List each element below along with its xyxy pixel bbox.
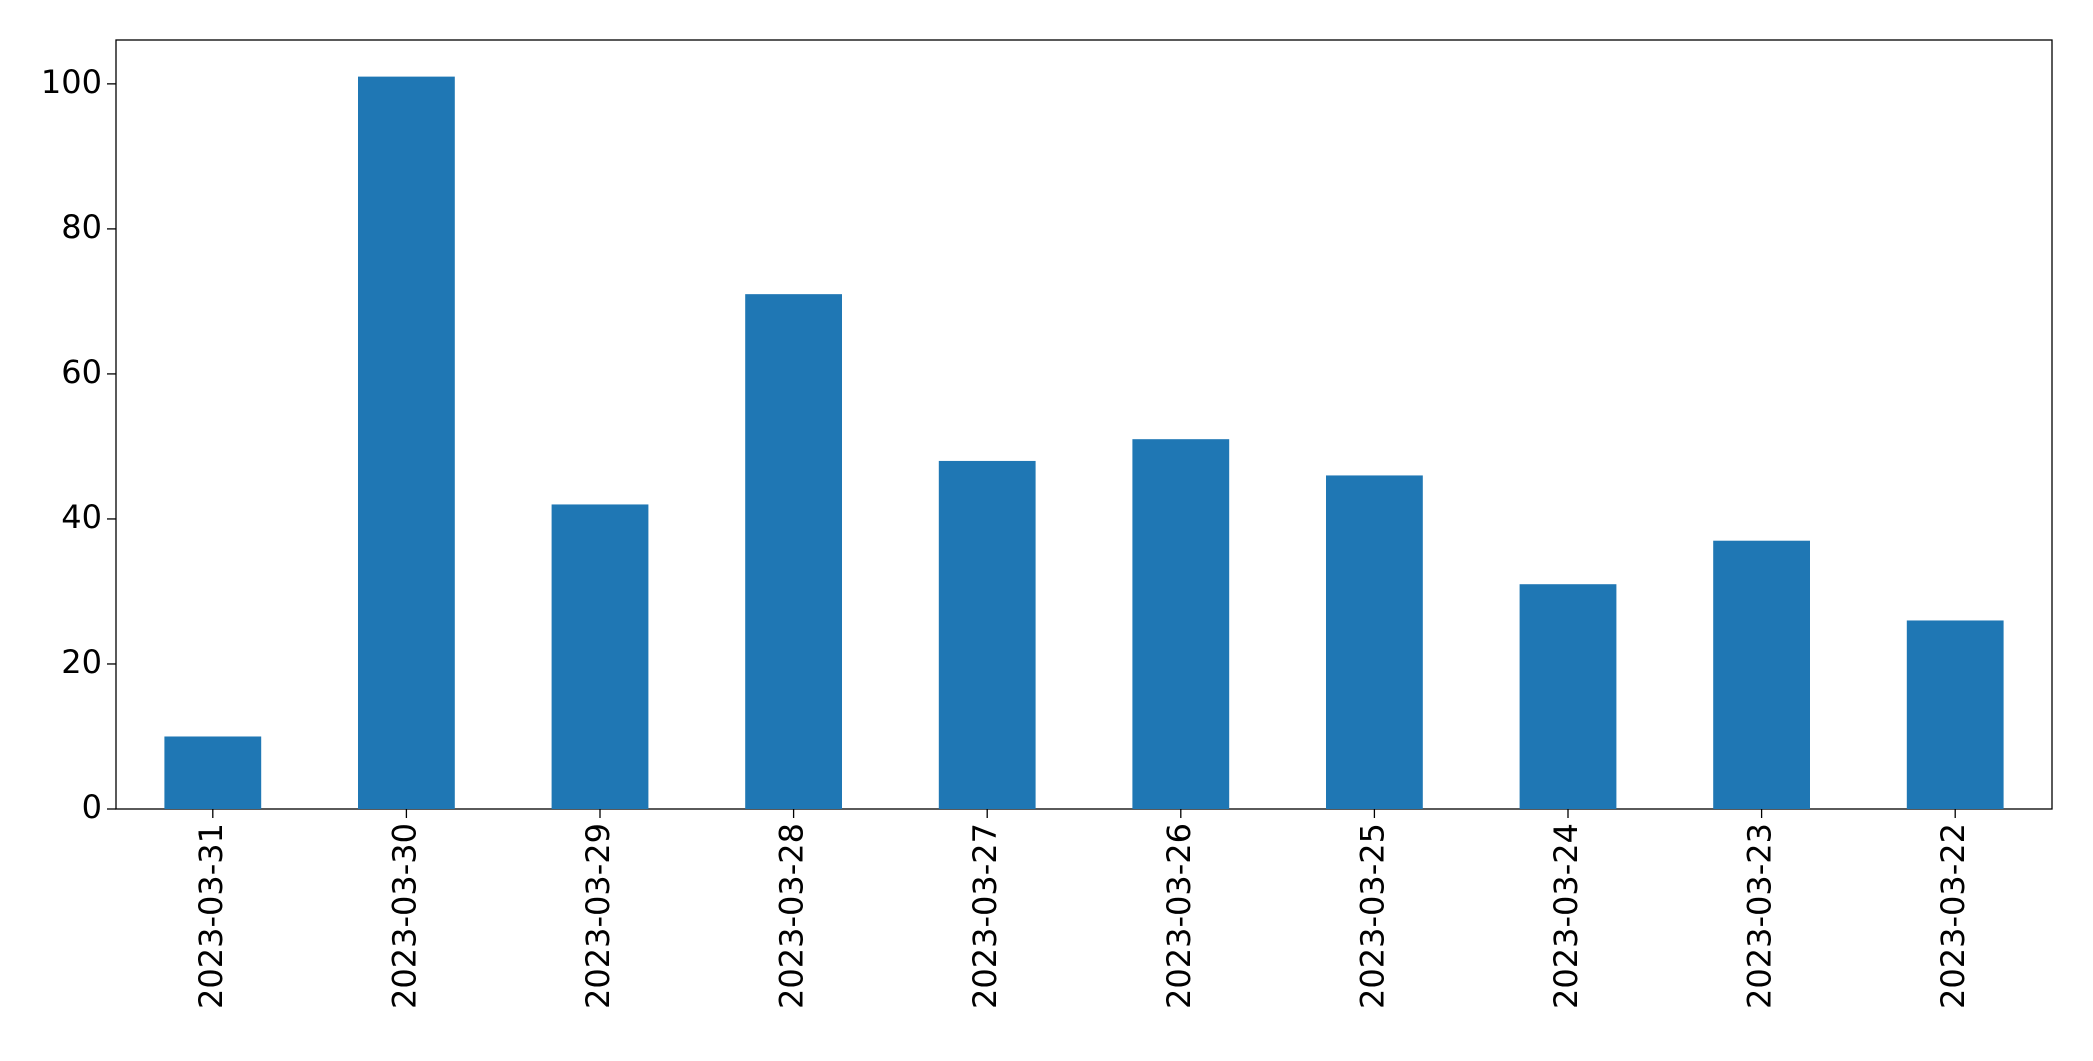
- bar: [164, 736, 262, 809]
- x-tick-label: 2023-03-22: [1934, 823, 1972, 1009]
- y-tick-label: 20: [61, 643, 102, 681]
- x-tick-label: 2023-03-25: [1353, 823, 1391, 1009]
- y-tick-label: 40: [61, 498, 102, 536]
- bar: [358, 76, 455, 810]
- y-tick-label: 60: [61, 353, 102, 391]
- bar: [1713, 540, 1810, 809]
- x-tick-label: 2023-03-27: [966, 823, 1004, 1009]
- bar: [1132, 439, 1230, 809]
- bar: [551, 504, 649, 809]
- x-tick-label: 2023-03-29: [579, 823, 617, 1009]
- y-tick-label: 0: [82, 788, 102, 826]
- bar: [1906, 620, 2004, 809]
- bar: [745, 294, 842, 809]
- x-tick-label: 2023-03-23: [1741, 823, 1779, 1009]
- bar: [1519, 584, 1617, 809]
- x-tick-label: 2023-03-30: [385, 823, 423, 1009]
- bar: [938, 460, 1036, 809]
- axes-frame: [115, 39, 2053, 810]
- y-tick-label: 80: [61, 208, 102, 246]
- x-tick-label: 2023-03-28: [773, 823, 811, 1009]
- x-tick-label: 2023-03-24: [1547, 823, 1585, 1009]
- x-tick-label: 2023-03-31: [192, 823, 230, 1009]
- bar: [1326, 475, 1423, 809]
- y-tick-label: 100: [41, 63, 102, 101]
- x-tick-label: 2023-03-26: [1160, 823, 1198, 1009]
